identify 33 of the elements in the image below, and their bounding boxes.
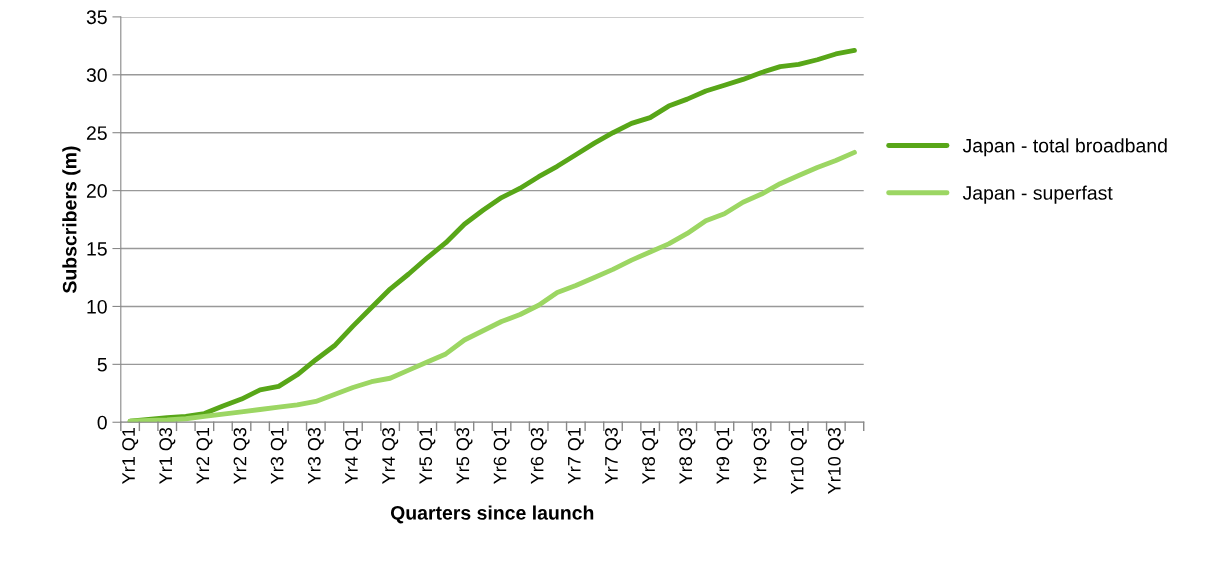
x-tick-label: Yr5 Q3	[456, 427, 473, 484]
y-tick-label: 15	[87, 242, 107, 256]
x-tick-label: Yr7 Q1	[567, 427, 584, 484]
x-tick-label: Yr6 Q1	[493, 427, 510, 484]
legend-label: Japan - total broadband	[962, 138, 1167, 157]
x-tick-label: Yr1 Q3	[159, 427, 176, 484]
x-tick-label: Yr10 Q3	[827, 427, 844, 494]
y-tick-label: 30	[86, 68, 107, 83]
legend-label: Japan - superfast	[962, 185, 1113, 204]
x-tick-label: Yr7 Q3	[605, 427, 622, 484]
y-tick-label: 35	[86, 10, 107, 25]
y-tick-label: 25	[86, 126, 107, 140]
x-tick-label: Yr3 Q3	[307, 427, 324, 484]
x-tick-label: Yr9 Q3	[753, 427, 770, 484]
x-tick-label: Yr6 Q3	[530, 427, 547, 484]
y-tick-label: 0	[97, 415, 107, 430]
line-series	[127, 149, 857, 423]
y-tick-label: 20	[86, 184, 107, 198]
x-tick-label: Yr2 Q3	[233, 427, 250, 484]
y-tick-label: 5	[97, 358, 107, 372]
x-tick-label: Yr1 Q1	[122, 427, 139, 484]
x-tick-label: Yr8 Q1	[642, 427, 659, 484]
x-tick-label: Yr5 Q1	[419, 427, 436, 484]
x-tick-label: Yr8 Q3	[679, 427, 696, 484]
x-tick-label: Yr4 Q1	[345, 427, 362, 484]
x-axis-title: Quarters since launch	[390, 505, 594, 524]
y-axis-title: Subscribers (m)	[62, 146, 81, 294]
y-tick-label: 10	[87, 299, 107, 314]
x-tick-label: Yr10 Q1	[790, 427, 807, 494]
x-tick-label: Yr9 Q1	[716, 427, 733, 484]
x-tick-label: Yr3 Q1	[270, 427, 287, 484]
x-tick-label: Yr4 Q3	[382, 427, 399, 484]
x-tick-label: Yr2 Q1	[196, 427, 213, 484]
